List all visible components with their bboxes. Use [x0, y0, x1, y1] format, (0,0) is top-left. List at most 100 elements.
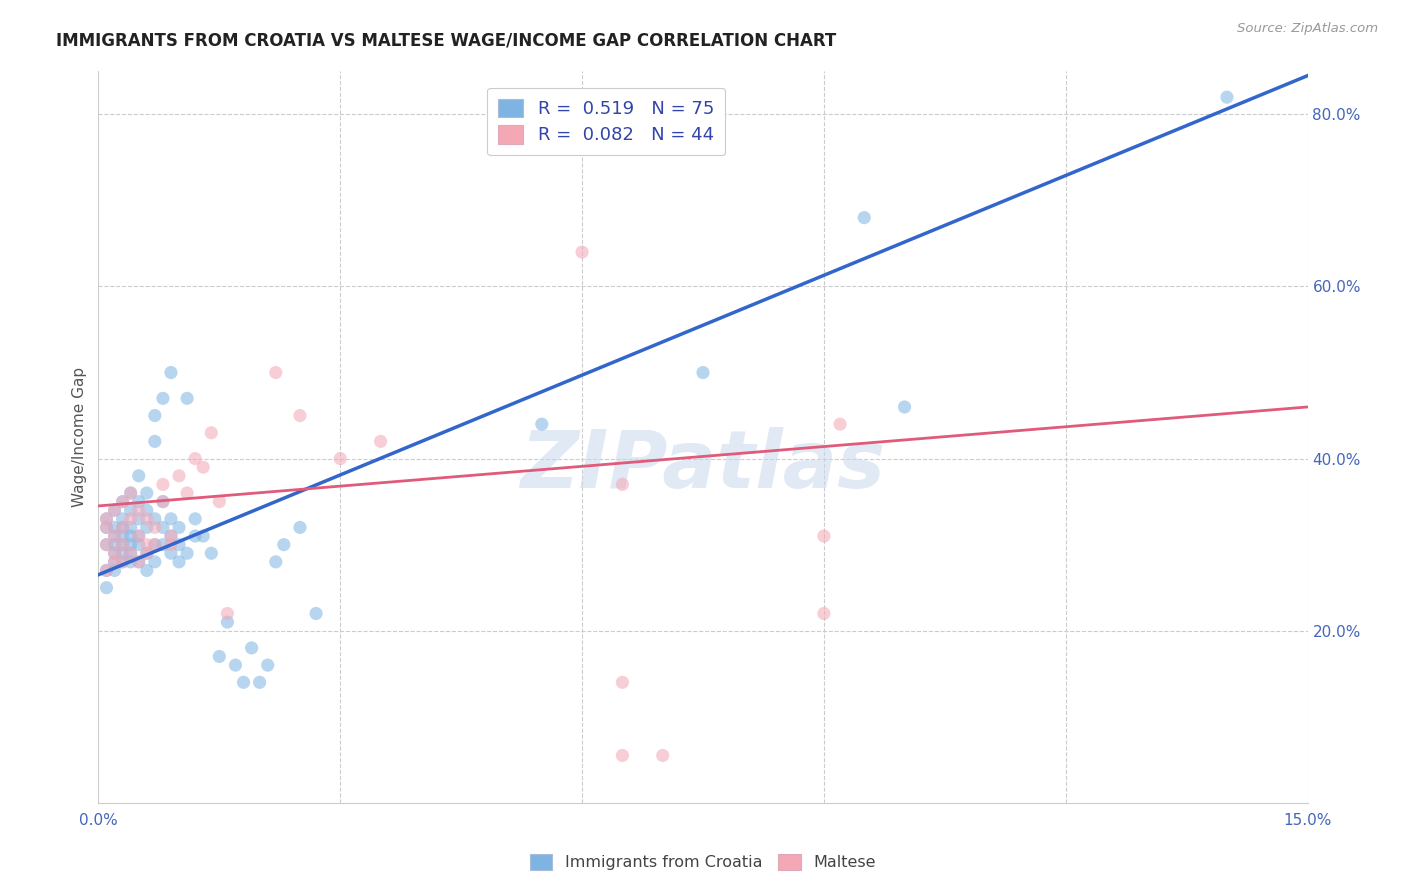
Point	[135, 486, 157, 500]
Point	[612, 748, 634, 763]
Point	[96, 512, 118, 526]
Y-axis label: Wage/Income Gap: Wage/Income Gap	[72, 367, 87, 508]
Point	[120, 546, 142, 560]
Point	[176, 486, 198, 500]
Point	[184, 529, 207, 543]
Point	[160, 529, 183, 543]
Point	[103, 546, 125, 560]
Point	[143, 409, 166, 423]
Point	[152, 477, 174, 491]
Point	[103, 529, 125, 543]
Point	[152, 538, 174, 552]
Point	[273, 538, 295, 552]
Point	[1216, 90, 1239, 104]
Point	[813, 607, 835, 621]
Point	[96, 564, 118, 578]
Point	[370, 434, 392, 449]
Point	[120, 555, 142, 569]
Point	[135, 546, 157, 560]
Point	[111, 538, 134, 552]
Point	[135, 503, 157, 517]
Point	[264, 366, 287, 380]
Point	[111, 520, 134, 534]
Point	[288, 520, 311, 534]
Point	[120, 520, 142, 534]
Point	[152, 494, 174, 508]
Point	[167, 538, 190, 552]
Point	[184, 512, 207, 526]
Point	[813, 529, 835, 543]
Point	[240, 640, 263, 655]
Point	[176, 546, 198, 560]
Point	[128, 512, 150, 526]
Point	[200, 425, 222, 440]
Point	[264, 555, 287, 569]
Point	[103, 503, 125, 517]
Point	[128, 468, 150, 483]
Point	[305, 607, 328, 621]
Point	[96, 512, 118, 526]
Point	[143, 538, 166, 552]
Point	[96, 564, 118, 578]
Point	[128, 503, 150, 517]
Point	[167, 468, 190, 483]
Point	[160, 366, 183, 380]
Text: IMMIGRANTS FROM CROATIA VS MALTESE WAGE/INCOME GAP CORRELATION CHART: IMMIGRANTS FROM CROATIA VS MALTESE WAGE/…	[56, 31, 837, 49]
Point	[167, 555, 190, 569]
Point	[612, 477, 634, 491]
Point	[232, 675, 254, 690]
Text: ZIPatlas: ZIPatlas	[520, 427, 886, 506]
Point	[120, 538, 142, 552]
Point	[135, 538, 157, 552]
Point	[120, 512, 142, 526]
Point	[193, 529, 215, 543]
Point	[111, 555, 134, 569]
Point	[103, 546, 125, 560]
Point	[128, 538, 150, 552]
Point	[120, 486, 142, 500]
Point	[111, 555, 134, 569]
Text: Source: ZipAtlas.com: Source: ZipAtlas.com	[1237, 22, 1378, 36]
Point	[96, 520, 118, 534]
Point	[224, 658, 246, 673]
Point	[152, 520, 174, 534]
Point	[160, 529, 183, 543]
Point	[111, 520, 134, 534]
Point	[135, 564, 157, 578]
Legend: Immigrants from Croatia, Maltese: Immigrants from Croatia, Maltese	[523, 847, 883, 877]
Point	[120, 503, 142, 517]
Point	[103, 564, 125, 578]
Point	[111, 512, 134, 526]
Point	[571, 245, 593, 260]
Point	[143, 512, 166, 526]
Point	[103, 503, 125, 517]
Point	[200, 546, 222, 560]
Point	[176, 392, 198, 406]
Point	[128, 529, 150, 543]
Point	[612, 675, 634, 690]
Point	[256, 658, 278, 673]
Point	[288, 409, 311, 423]
Point	[329, 451, 352, 466]
Point	[167, 520, 190, 534]
Point	[893, 400, 915, 414]
Point	[651, 748, 673, 763]
Point	[111, 494, 134, 508]
Point	[120, 546, 142, 560]
Point	[152, 392, 174, 406]
Point	[208, 649, 231, 664]
Point	[160, 512, 183, 526]
Point	[143, 434, 166, 449]
Point	[120, 529, 142, 543]
Point	[828, 417, 851, 432]
Point	[96, 520, 118, 534]
Point	[184, 451, 207, 466]
Point	[160, 538, 183, 552]
Point	[111, 546, 134, 560]
Point	[135, 520, 157, 534]
Point	[96, 538, 118, 552]
Point	[853, 211, 876, 225]
Point	[249, 675, 271, 690]
Point	[128, 529, 150, 543]
Point	[111, 494, 134, 508]
